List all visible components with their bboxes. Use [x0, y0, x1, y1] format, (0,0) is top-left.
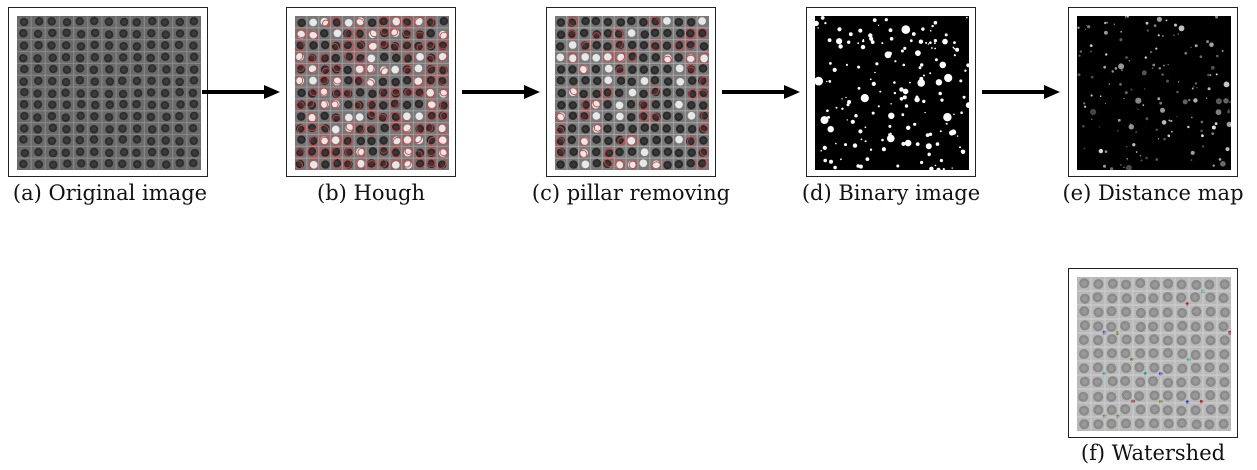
watershed-image [1077, 277, 1231, 431]
distance-map-image [1077, 16, 1231, 170]
caption-hough: (b) Hough [317, 181, 425, 205]
caption-original-image: (a) Original image [12, 181, 208, 205]
original-image [17, 16, 201, 170]
pillar-removing-image [555, 16, 709, 170]
arrow-a-to-b [202, 82, 282, 106]
binary-image [815, 16, 969, 170]
panel-pillar-removing [546, 7, 716, 177]
caption-pillar-removing: (c) pillar removing [531, 181, 731, 205]
arrow-b-to-c [462, 82, 542, 106]
panel-hough [286, 7, 456, 177]
arrow-d-to-e [982, 82, 1062, 106]
panel-original-image [8, 7, 208, 177]
arrow-c-to-d [722, 82, 802, 106]
panel-binary-image [806, 7, 976, 177]
hough-image [295, 16, 449, 170]
caption-watershed: (f) Watershed [1080, 441, 1226, 465]
panel-watershed [1068, 268, 1238, 438]
caption-distance-map: (e) Distance map [1062, 181, 1244, 205]
caption-binary-image: (d) Binary image [801, 181, 981, 205]
panel-distance-map [1068, 7, 1238, 177]
